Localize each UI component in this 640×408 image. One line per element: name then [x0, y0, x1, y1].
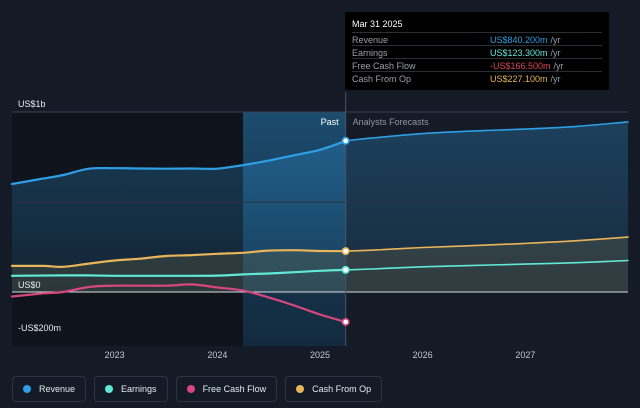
- tooltip-label-cfo: Cash From Op: [352, 74, 412, 84]
- legend: Revenue Earnings Free Cash Flow Cash Fro…: [12, 376, 383, 402]
- cfo-dot-icon: [296, 385, 305, 393]
- fcf-dot-icon: [186, 385, 195, 393]
- cfo-area: [12, 237, 628, 292]
- revenue-area: [12, 121, 628, 293]
- tooltip-row-earnings: Earnings US$123.300m/yr: [352, 45, 602, 59]
- legend-label-fcf: Free Cash Flow: [202, 384, 267, 394]
- x-tick-label-2027: 2027: [515, 350, 535, 360]
- fcf-marker: [341, 317, 350, 326]
- revenue-dot-icon: [23, 385, 31, 393]
- legend-label-cfo: Cash From Op: [312, 384, 372, 394]
- tooltip-row-fcf: Free Cash Flow -US$166.500m/yr: [352, 58, 602, 72]
- chart: US$1b US$0 -US$200m Past Analysts Forecasts 2…: [10, 92, 629, 360]
- tooltip-value-earnings: US$123.300m/yr: [490, 48, 561, 58]
- legend-item-revenue[interactable]: Revenue: [12, 376, 87, 402]
- tooltip-date: Mar 31 2025: [352, 19, 403, 29]
- legend-label-earnings: Earnings: [121, 384, 157, 394]
- y-label-bottom: -US$200m: [18, 323, 61, 333]
- legend-item-earnings[interactable]: Earnings: [94, 376, 168, 402]
- legend-label-revenue: Revenue: [39, 384, 76, 394]
- cfo-line-forecast: [344, 236, 629, 252]
- forecast-label: Analysts Forecasts: [353, 117, 430, 127]
- cfo-marker: [341, 247, 350, 256]
- y-label-top: US$1b: [18, 99, 46, 109]
- revenue-marker: [341, 136, 350, 145]
- tooltip-label-fcf: Free Cash Flow: [352, 61, 416, 71]
- earnings-line-past: [10, 268, 347, 277]
- x-tick-label-2026: 2026: [413, 350, 433, 360]
- earnings-dot-icon: [105, 385, 114, 393]
- y-label-zero: US$0: [18, 280, 41, 290]
- past-label: Past: [321, 117, 340, 127]
- tooltip-label-earnings: Earnings: [352, 48, 388, 58]
- fcf-line-past: [10, 283, 347, 324]
- legend-item-fcf[interactable]: Free Cash Flow: [175, 376, 278, 402]
- tooltip-label-revenue: Revenue: [352, 35, 389, 45]
- earnings-marker: [341, 265, 350, 274]
- revenue-line-past: [10, 139, 347, 186]
- earnings-line-forecast: [344, 259, 629, 271]
- x-tick-label-2024: 2024: [207, 350, 227, 360]
- x-tick-label-2025: 2025: [310, 350, 330, 360]
- revenue-line-forecast: [344, 121, 629, 142]
- cfo-line-past: [10, 249, 347, 268]
- tooltip-value-cfo: US$227.100m/yr: [490, 74, 561, 84]
- tooltip-value-revenue: US$840.200m/yr: [490, 35, 561, 45]
- tooltip-value-fcf: -US$166.500m/yr: [490, 61, 564, 71]
- legend-item-cfo[interactable]: Cash From Op: [285, 376, 383, 402]
- tooltip-row-revenue: Revenue US$840.200m/yr: [352, 32, 602, 46]
- tooltip: Mar 31 2025 Revenue US$840.200m/yr Earni…: [345, 12, 609, 90]
- tooltip-row-cfo: Cash From Op US$227.100m/yr: [352, 71, 602, 85]
- x-tick-label-2023: 2023: [105, 350, 125, 360]
